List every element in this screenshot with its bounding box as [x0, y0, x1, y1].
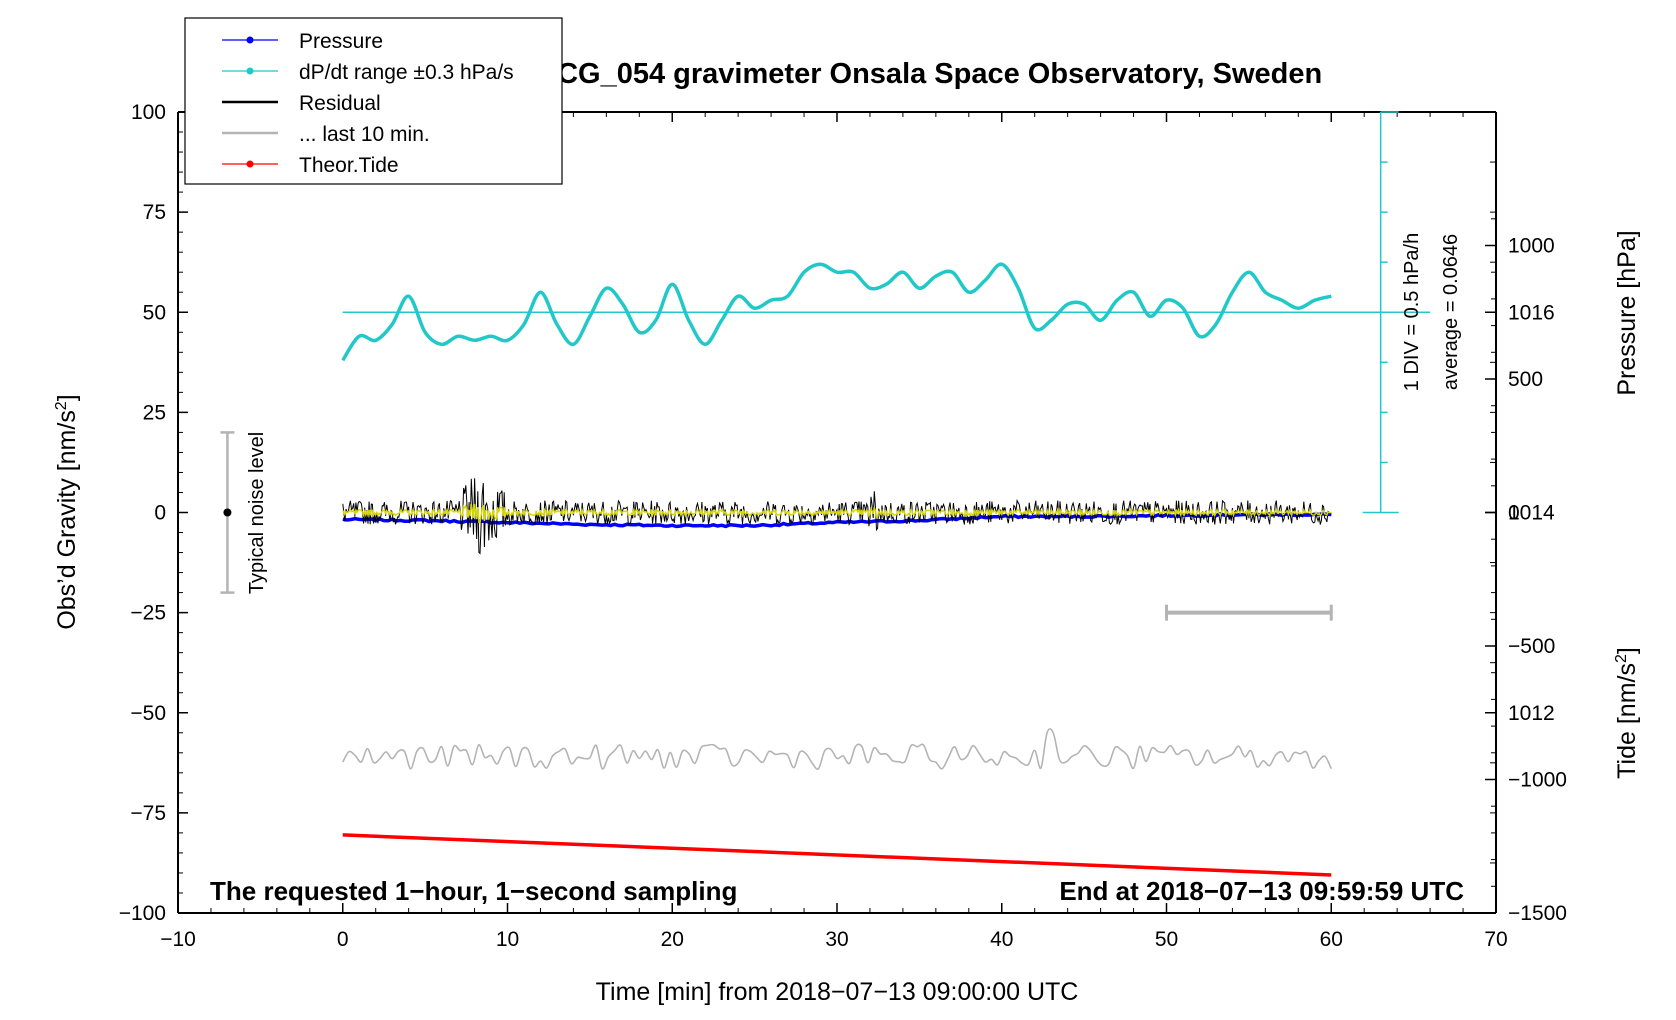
legend-label: Theor.Tide: [299, 154, 399, 177]
y-axis-left-title-close: ]: [53, 394, 81, 401]
y-left-tick-label: 100: [131, 101, 166, 124]
noise-level-dot: [223, 508, 232, 517]
y-left-tick-label: 0: [154, 502, 166, 525]
x-tick-label: 50: [1155, 928, 1178, 951]
scale-bar-average: average = 0.0646: [1440, 234, 1462, 390]
x-tick-label: 0: [337, 928, 349, 951]
tide-tick-label: −1000: [1508, 769, 1567, 792]
y-axis-left-title: Obs’d Gravity [nm/s2]: [53, 394, 81, 629]
tide-tick-label: −1500: [1508, 902, 1567, 925]
y-axis-tide-title-close: ]: [1613, 647, 1641, 654]
series-last-10min: [342, 728, 1333, 770]
y-left-tick-label: 25: [143, 401, 166, 424]
y-left-tick-label: −100: [119, 902, 166, 925]
series-residual: [342, 478, 1332, 555]
x-axis-title: Time [min] from 2018−07−13 09:00:00 UTC: [596, 978, 1079, 1006]
legend-label: Pressure: [299, 30, 383, 53]
y-axis-tide-title: Tide [nm/s2]: [1613, 647, 1641, 779]
x-tick-label: 20: [661, 928, 684, 951]
annotation-right: End at 2018−07−13 09:59:59 UTC: [1059, 876, 1464, 906]
tide-tick-label: 1000: [1508, 235, 1555, 258]
y-axis-tide-title-main: Tide [nm/s: [1613, 663, 1641, 779]
legend-marker: [246, 160, 254, 168]
series-residual-smoothed: [342, 503, 1332, 524]
y-axis-left-title-sup: 2: [53, 401, 70, 410]
tide-tick-label: 0: [1508, 502, 1520, 525]
tide-tick-label: 500: [1508, 368, 1543, 391]
y-left-tick-label: −25: [130, 602, 166, 625]
x-tick-label: 70: [1484, 928, 1507, 951]
legend: Pressure dP/dt range ±0.3 hPa/s Residual..…: [184, 17, 563, 185]
y-left-tick-label: −75: [130, 802, 166, 825]
y-left-tick-label: −50: [130, 702, 166, 725]
series-dpdt: [341, 262, 1332, 362]
text-layer: SCG_054 gravimeter Onsala Space Observat…: [53, 58, 1641, 1006]
y-axis-tide-title-sup: 2: [1613, 654, 1630, 663]
series-layer: [220, 111, 1431, 877]
legend-label: dP/dt range ±0.3 hPa/s: [299, 61, 514, 84]
y-left-tick-label: 50: [143, 301, 166, 324]
series-pressure: [342, 511, 1332, 529]
x-tick-label: 40: [990, 928, 1013, 951]
ticks-layer: −10 0 10 20 30 40 50 60 70−100−75−50−25025507510…: [119, 101, 1567, 951]
pressure-tick-label: 1016: [1508, 301, 1555, 324]
legend-label: Residual: [299, 92, 381, 115]
legend-marker: [246, 67, 254, 75]
scale-bar-label: 1 DIV = 0.5 hPa/h: [1401, 233, 1423, 391]
pressure-tick-label: 1012: [1508, 702, 1555, 725]
annotation-left: The requested 1−hour, 1−second sampling: [210, 876, 737, 906]
noise-level-label: Typical noise level: [246, 432, 268, 594]
pressure-tick-label: 1014: [1508, 502, 1555, 525]
legend-label: ... last 10 min.: [299, 123, 430, 146]
tide-tick-label: −500: [1508, 635, 1555, 658]
x-tick-label: 30: [825, 928, 848, 951]
x-tick-label: 10: [496, 928, 519, 951]
x-tick-label: −10: [160, 928, 196, 951]
y-axis-pressure-title: Pressure [hPa]: [1613, 230, 1641, 395]
series-theor-tide: [342, 833, 1332, 877]
x-tick-label: 60: [1320, 928, 1343, 951]
y-left-tick-label: 75: [143, 201, 166, 224]
y-axis-left-title-main: Obs’d Gravity [nm/s: [53, 410, 81, 630]
chart-title: SCG_054 gravimeter Onsala Space Observat…: [538, 58, 1322, 90]
legend-marker: [246, 36, 254, 44]
